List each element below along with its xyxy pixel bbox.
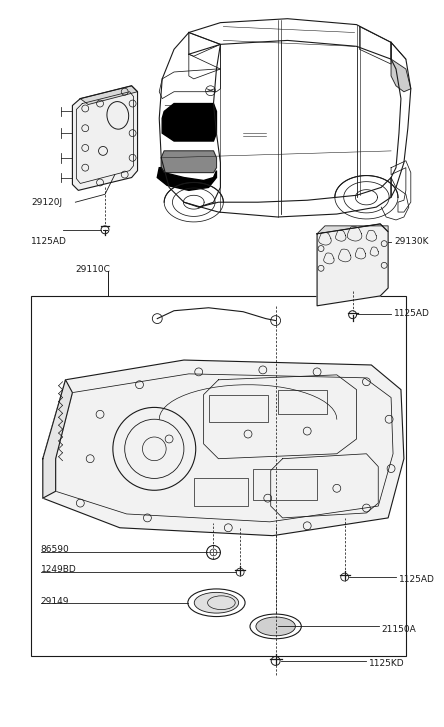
Ellipse shape (256, 617, 295, 636)
Ellipse shape (194, 593, 239, 613)
Text: 1249BD: 1249BD (41, 565, 77, 574)
Polygon shape (317, 224, 388, 234)
Bar (31, 296, 406, 656)
Bar (209, 395, 268, 422)
Polygon shape (391, 59, 411, 92)
Polygon shape (80, 86, 138, 105)
Polygon shape (72, 86, 138, 190)
Text: 86590: 86590 (41, 545, 70, 554)
Text: 21150A: 21150A (381, 625, 416, 634)
Bar (194, 478, 248, 506)
Text: 29130K: 29130K (394, 237, 428, 246)
Polygon shape (162, 103, 217, 141)
Polygon shape (157, 168, 217, 190)
Bar (253, 469, 317, 500)
Text: 29149: 29149 (41, 598, 69, 606)
Polygon shape (43, 379, 72, 498)
Bar (278, 390, 327, 414)
Text: 1125KD: 1125KD (369, 659, 405, 668)
Text: 29110C: 29110C (75, 265, 110, 274)
Text: 29120J: 29120J (31, 198, 62, 206)
Text: 1125AD: 1125AD (31, 237, 67, 246)
Polygon shape (161, 151, 217, 172)
Polygon shape (43, 360, 404, 536)
Polygon shape (317, 224, 388, 306)
Text: 1125AD: 1125AD (394, 309, 430, 318)
Text: 1125AD: 1125AD (399, 574, 435, 584)
